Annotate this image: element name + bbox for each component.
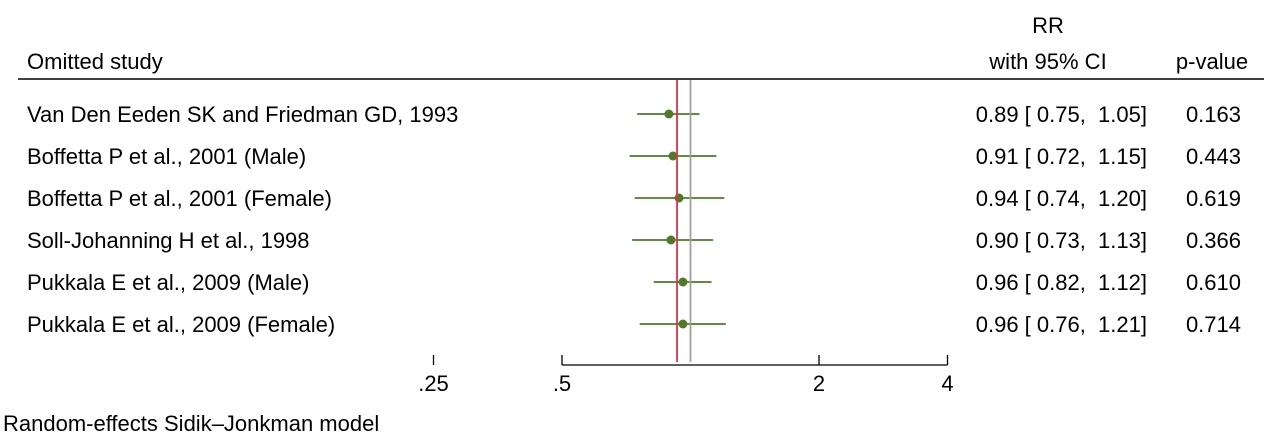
- p-value: 0.366: [1186, 228, 1241, 253]
- study-label: Pukkala E et al., 2009 (Female): [27, 312, 335, 337]
- header-p-value: p-value: [1176, 49, 1248, 74]
- tick-label: .25: [418, 371, 449, 396]
- study-label: Van Den Eeden SK and Friedman GD, 1993: [27, 102, 458, 127]
- x-axis: .25 .5 2 4: [418, 355, 954, 396]
- footnote: Random-effects Sidik–Jonkman model: [3, 411, 379, 436]
- p-value: 0.163: [1186, 102, 1241, 127]
- tick-label: 2: [813, 371, 825, 396]
- study-label: Boffetta P et al., 2001 (Female): [27, 186, 332, 211]
- tick-label: 4: [941, 371, 953, 396]
- p-value: 0.610: [1186, 270, 1241, 295]
- point-estimate: [674, 193, 684, 203]
- point-estimate: [678, 277, 688, 287]
- tick-label: .5: [553, 371, 571, 396]
- rr-ci-value: 0.96 [ 0.76, 1.21]: [976, 312, 1147, 337]
- rr-ci-value: 0.96 [ 0.82, 1.12]: [976, 270, 1147, 295]
- study-label: Pukkala E et al., 2009 (Male): [27, 270, 309, 295]
- study-label: Soll-Johanning H et al., 1998: [27, 228, 310, 253]
- header-rr-ci: with 95% CI: [988, 49, 1106, 74]
- header-study: Omitted study: [27, 49, 163, 74]
- study-rows: Van Den Eeden SK and Friedman GD, 1993 0.…: [27, 102, 1241, 337]
- study-label: Boffetta P et al., 2001 (Male): [27, 144, 306, 169]
- rr-ci-value: 0.89 [ 0.75, 1.05]: [976, 102, 1147, 127]
- point-estimate: [678, 319, 688, 329]
- point-estimate: [664, 109, 674, 119]
- header-rr: RR: [1032, 13, 1064, 38]
- point-estimate: [668, 151, 678, 161]
- rr-ci-value: 0.94 [ 0.74, 1.20]: [976, 186, 1147, 211]
- p-value: 0.714: [1186, 312, 1241, 337]
- p-value: 0.619: [1186, 186, 1241, 211]
- p-value: 0.443: [1186, 144, 1241, 169]
- rr-ci-value: 0.90 [ 0.73, 1.13]: [976, 228, 1147, 253]
- rr-ci-value: 0.91 [ 0.72, 1.15]: [976, 144, 1147, 169]
- reference-lines: [676, 80, 692, 362]
- point-estimate: [666, 235, 676, 245]
